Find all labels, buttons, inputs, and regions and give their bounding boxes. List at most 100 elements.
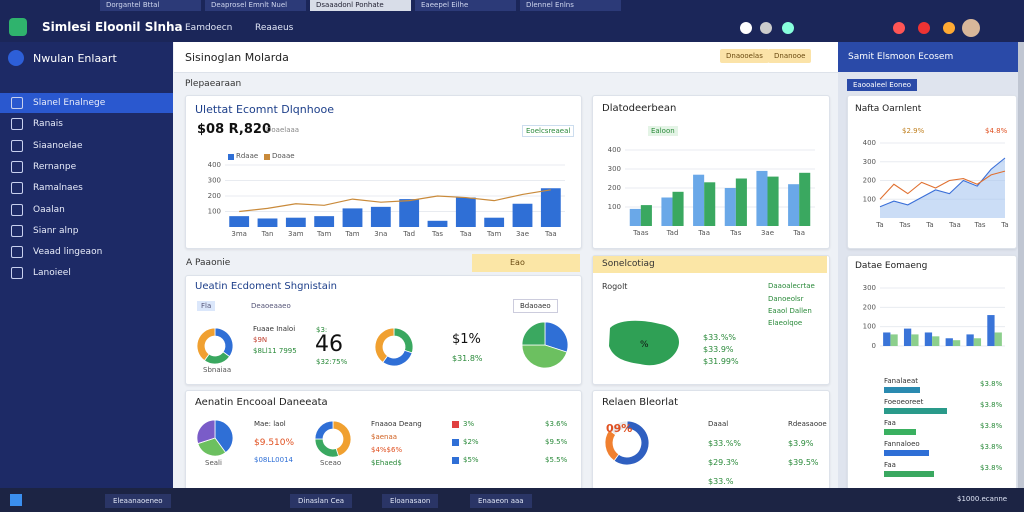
taskbar-item[interactable]: Eloanasaon xyxy=(382,494,439,508)
sidebar-icon xyxy=(8,50,24,66)
nav-item[interactable]: Siaanoelae xyxy=(33,140,83,151)
map-label: % xyxy=(640,340,649,350)
card-tag: Ealoon xyxy=(648,126,678,136)
stat-label: Elaeolqoe xyxy=(768,319,803,327)
stat-value: $9.5% xyxy=(545,438,568,446)
bar xyxy=(911,334,919,346)
card-title: Nafta Oarnlent xyxy=(855,104,922,114)
row-value: $3.8% xyxy=(980,422,1003,430)
row-label: Fanalaeat xyxy=(884,377,918,385)
nav-icon xyxy=(11,160,23,173)
progress-bar xyxy=(884,387,920,393)
stat-value: $3.6% xyxy=(545,420,568,428)
x-tick-label: 3am xyxy=(288,230,304,238)
segment xyxy=(196,419,216,445)
browser-tab[interactable]: Dlennel Enlns xyxy=(520,0,621,11)
nav-icon xyxy=(11,139,23,152)
dropdown[interactable]: Bdaoaeo xyxy=(513,299,558,313)
stat-label: Rdeasaooe xyxy=(788,420,827,428)
y-tick-label: 200 xyxy=(863,177,876,185)
x-tick-label: Taa xyxy=(459,230,472,238)
toolbar-icon[interactable] xyxy=(740,22,752,34)
kpi-value: $08 R,820 xyxy=(197,122,271,137)
page-title: Sisinoglan Molarda xyxy=(185,51,289,64)
toolbar-icon[interactable] xyxy=(943,22,955,34)
toolbar-icon[interactable] xyxy=(893,22,905,34)
segment xyxy=(314,420,334,440)
browser-tab[interactable]: Dorgantel Bttal xyxy=(100,0,201,11)
row-value: $3.8% xyxy=(980,380,1003,388)
header-button[interactable]: Dnaooelas xyxy=(720,49,769,63)
y-tick-label: 300 xyxy=(208,177,221,185)
stat-value: $33.9% xyxy=(703,345,734,354)
row-label: Faa xyxy=(884,419,896,427)
filter-dropdown[interactable]: Eoelcsreaeal xyxy=(522,125,575,137)
stat-label: $29.3% xyxy=(708,458,739,467)
taskbar-item[interactable]: Enaaeon aaa xyxy=(470,494,532,508)
progress-bar xyxy=(884,471,934,477)
toolbar-icon[interactable] xyxy=(918,22,930,34)
region-map xyxy=(609,320,680,366)
y-tick-label: 200 xyxy=(608,184,621,192)
legend-swatch xyxy=(228,154,234,160)
header-button[interactable]: Dnanooe xyxy=(768,49,812,63)
stat-value: $33.%% xyxy=(703,333,737,342)
browser-tab[interactable]: Eaeepel Eilhe xyxy=(415,0,516,11)
key-swatch xyxy=(452,421,459,428)
toolbar-icon[interactable] xyxy=(782,22,794,34)
menu-item[interactable]: Reaaeus xyxy=(255,23,294,33)
x-tick-label: Tas xyxy=(898,221,910,229)
bar xyxy=(427,220,448,227)
map-header-bg xyxy=(593,256,827,273)
segment xyxy=(382,349,413,367)
segment xyxy=(314,438,340,458)
x-tick-label: Ta xyxy=(1000,221,1008,229)
nav-item[interactable]: Slanel Enalnege xyxy=(33,98,106,108)
bar xyxy=(973,338,982,346)
stat-label: $4%$6% xyxy=(371,446,403,454)
map-card xyxy=(592,255,830,385)
row-value: $3.8% xyxy=(980,464,1003,472)
chip[interactable]: Fla xyxy=(197,301,216,311)
nav-item[interactable]: Lanoieel xyxy=(33,268,71,279)
segment xyxy=(521,344,568,369)
taskbar-item[interactable]: Eleaanaoeneo xyxy=(105,494,171,508)
legend-label: Doaae xyxy=(272,152,295,160)
big-number: 46 xyxy=(315,332,343,357)
bar xyxy=(640,205,652,226)
x-tick-label: Taas xyxy=(632,229,649,237)
bar xyxy=(987,315,995,346)
chip[interactable]: Deaoeaaeo xyxy=(247,301,295,311)
y-tick-label: 400 xyxy=(863,139,876,147)
nav-icon xyxy=(11,246,23,259)
y-tick-label: 300 xyxy=(608,165,621,173)
stat-value: $5.5% xyxy=(545,456,568,464)
menu-item[interactable]: Eamdoecn xyxy=(185,23,233,33)
nav-item[interactable]: Sianr alnp xyxy=(33,225,79,236)
browser-tab[interactable]: Deaprosel Emnlt Nuel xyxy=(205,0,306,11)
x-tick-label: Tas xyxy=(729,229,741,237)
bar-chart: 100 200 300 400 Taas Tad Taa Tas 3ae Taa xyxy=(608,146,815,237)
section-tag-bg xyxy=(472,254,580,272)
start-button[interactable] xyxy=(10,494,22,506)
browser-tab[interactable]: Dsaaadonl Ponhate xyxy=(310,0,411,11)
panel-tab[interactable]: Eaooaleel Eoneo xyxy=(847,79,918,91)
nav-item[interactable]: Rernanpe xyxy=(33,161,77,172)
segment xyxy=(608,420,628,436)
nav-icon xyxy=(11,203,23,216)
taskbar-item[interactable]: Dinaslan Cea xyxy=(290,494,353,508)
nav-item[interactable]: Ranais xyxy=(33,119,63,130)
link[interactable]: Daaoalecrtae xyxy=(768,282,815,290)
nav-item[interactable]: Veaad lingeaon xyxy=(33,247,103,258)
x-tick-label: Tas xyxy=(973,221,985,229)
nav-item[interactable]: Oaalan xyxy=(33,204,65,215)
row-label: Foeoeoreet xyxy=(884,398,924,406)
stat-label: Daaal xyxy=(708,420,729,428)
toolbar-icon[interactable] xyxy=(760,22,772,34)
y-tick-label: 300 xyxy=(863,284,876,292)
card-title: Sonelcotiag xyxy=(602,259,655,269)
nav-item[interactable]: Ramalnaes xyxy=(33,183,83,194)
card-title: Ueatin Ecdoment Shgnistain xyxy=(195,281,337,292)
x-tick-label: 3na xyxy=(374,230,387,238)
stat-label: $08LL0014 xyxy=(254,456,293,464)
